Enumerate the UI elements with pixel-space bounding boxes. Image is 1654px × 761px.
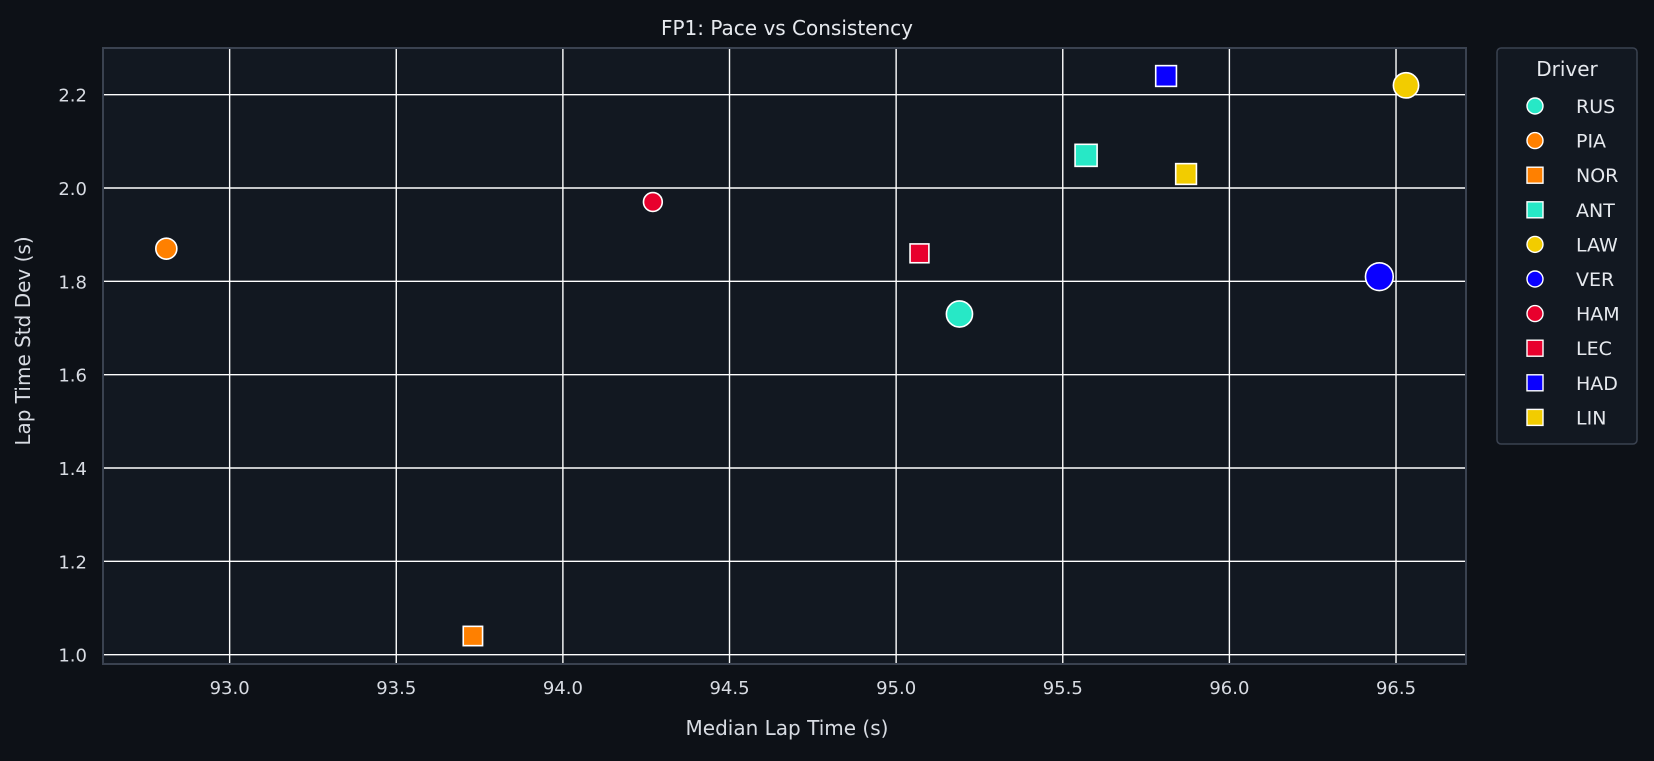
y-axis-label: Lap Time Std Dev (s) [11,236,35,445]
legend-marker-law [1526,235,1544,254]
x-axis-label: Median Lap Time (s) [686,716,889,740]
y-tick-label: 1.0 [58,646,87,667]
x-tick-label: 96.5 [1376,678,1416,699]
y-tick-label: 2.0 [58,179,87,200]
legend-label-rus: RUS [1576,96,1615,118]
legend-label-ham: HAM [1576,304,1620,326]
plot-frame [102,47,1467,665]
legend-label-lin: LIN [1576,407,1606,429]
data-point-nor [462,625,484,647]
data-point-lec [909,243,930,264]
legend-label-law: LAW [1576,234,1618,256]
y-tick-label: 1.6 [58,366,87,387]
x-tick-label: 93.5 [376,678,416,699]
legend-label-ant: ANT [1576,200,1615,222]
data-point-rus [945,300,974,328]
y-tick-label: 2.2 [58,86,87,107]
data-point-law [1392,71,1420,99]
legend-marker-ant [1526,201,1544,219]
legend-entries: RUS PIA NOR ANT LAW VER HAM LEC HAD LIN [1526,96,1620,429]
x-axis-ticks: 93.0 93.5 94.0 94.5 95.0 95.5 96.0 96.5 [210,678,1416,699]
y-tick-label: 1.2 [58,552,87,573]
x-tick-label: 95.5 [1043,678,1083,699]
legend-marker-pia [1526,131,1544,150]
legend-label-nor: NOR [1576,165,1618,187]
plot-area [103,48,1466,664]
legend-label-had: HAD [1576,373,1618,395]
data-point-had [1154,64,1178,88]
grid [103,48,1466,664]
legend-marker-lin [1526,408,1544,427]
x-tick-label: 93.0 [210,678,250,699]
legend-marker-rus [1526,97,1544,115]
legend: Driver RUS PIA NOR ANT LAW VER HAM LEC HAD LIN [1496,47,1638,445]
legend-marker-ver [1526,270,1544,288]
legend-label-ver: VER [1576,269,1614,291]
data-point-pia [155,237,178,260]
legend-marker-ham [1526,304,1544,323]
legend-label-lec: LEC [1576,338,1612,360]
x-tick-label: 95.0 [876,678,916,699]
data-point-ant [1074,143,1098,168]
y-axis-ticks: 1.0 1.2 1.4 1.6 1.8 2.0 2.2 [58,86,87,667]
y-tick-label: 1.8 [58,272,87,293]
legend-marker-had [1526,374,1544,392]
data-point-lin [1174,162,1198,186]
legend-marker-lec [1526,339,1544,357]
data-point-ham [642,191,664,213]
legend-marker-nor [1526,166,1544,184]
data-point-ver [1364,261,1395,292]
x-tick-label: 94.5 [709,678,749,699]
x-tick-label: 96.0 [1209,678,1249,699]
chart-title: FP1: Pace vs Consistency [661,16,913,40]
legend-label-pia: PIA [1576,131,1606,153]
data-points [155,64,1420,647]
y-tick-label: 1.4 [58,459,87,480]
legend-title: Driver [1536,57,1598,81]
x-tick-label: 94.0 [543,678,583,699]
